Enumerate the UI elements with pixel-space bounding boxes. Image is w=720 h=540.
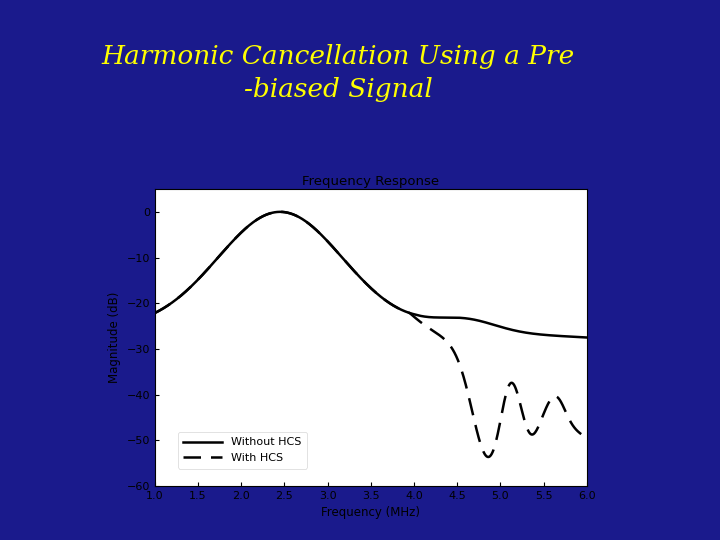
- Text: -biased Signal: -biased Signal: [244, 77, 433, 102]
- Line: Without HCS: Without HCS: [155, 212, 587, 338]
- Without HCS: [276, 208, 284, 215]
- X-axis label: Frequency (MHz): Frequency (MHz): [321, 507, 420, 519]
- Line: With HCS: With HCS: [155, 212, 587, 457]
- Legend: Without HCS, With HCS: Without HCS, With HCS: [178, 432, 307, 469]
- Without HCS: [448, 314, 456, 321]
- Without HCS: [487, 321, 496, 328]
- Text: Harmonic Cancellation Using a Pre: Harmonic Cancellation Using a Pre: [102, 44, 575, 69]
- Without HCS: [582, 334, 591, 341]
- Without HCS: [150, 310, 159, 316]
- With HCS: [194, 275, 203, 282]
- With HCS: [276, 208, 284, 215]
- With HCS: [484, 454, 492, 460]
- Y-axis label: Magnitude (dB): Magnitude (dB): [108, 292, 121, 383]
- With HCS: [582, 435, 591, 441]
- With HCS: [341, 258, 350, 265]
- Without HCS: [194, 275, 203, 282]
- With HCS: [448, 345, 456, 352]
- Without HCS: [341, 258, 350, 265]
- With HCS: [325, 241, 334, 247]
- Title: Frequency Response: Frequency Response: [302, 175, 439, 188]
- With HCS: [150, 310, 159, 316]
- With HCS: [488, 449, 497, 455]
- Without HCS: [495, 323, 504, 330]
- With HCS: [496, 418, 505, 424]
- Without HCS: [325, 241, 334, 247]
